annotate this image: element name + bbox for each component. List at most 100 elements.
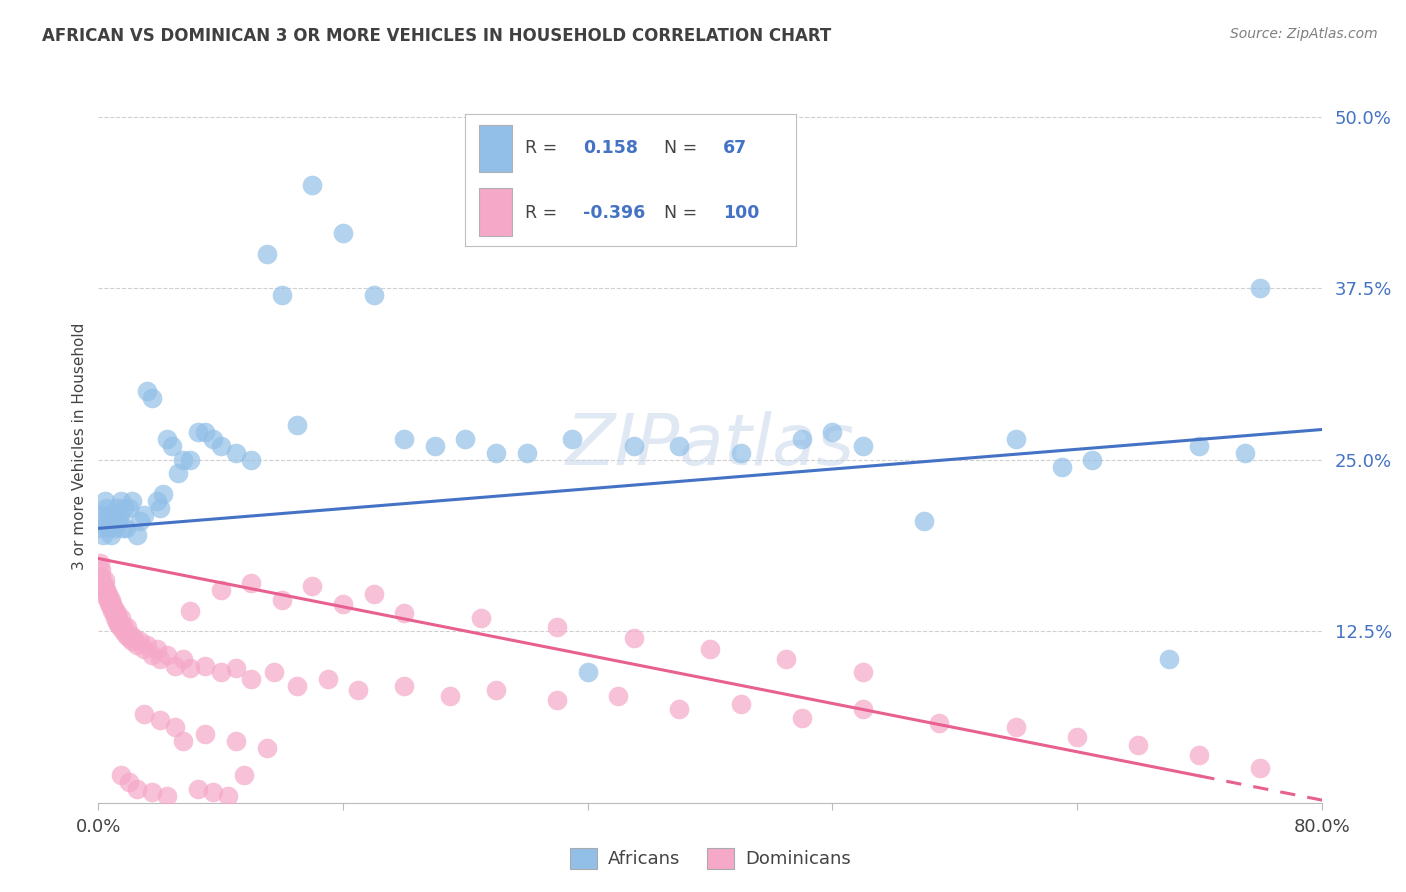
Point [1066, 730, 1088, 744]
Point [121, 494, 143, 508]
Point [668, 439, 690, 453]
Point [136, 384, 159, 398]
Legend: Africans, Dominicans: Africans, Dominicans [562, 840, 858, 876]
Point [90, 562, 112, 576]
Point [256, 247, 278, 261]
Point [1249, 762, 1271, 776]
Point [163, 720, 186, 734]
Point [392, 432, 416, 446]
Point [141, 785, 163, 799]
Point [111, 521, 134, 535]
Text: AFRICAN VS DOMINICAN 3 OR MORE VEHICLES IN HOUSEHOLD CORRELATION CHART: AFRICAN VS DOMINICAN 3 OR MORE VEHICLES … [42, 27, 831, 45]
Point [1050, 459, 1073, 474]
Point [163, 658, 186, 673]
Point [103, 607, 125, 621]
Point [115, 628, 138, 642]
Point [172, 651, 194, 665]
Point [576, 665, 599, 680]
Point [90, 569, 112, 583]
Point [790, 711, 813, 725]
Point [115, 521, 138, 535]
Point [134, 642, 156, 657]
Point [90, 508, 112, 522]
Point [179, 452, 201, 467]
Point [111, 624, 134, 639]
Point [187, 425, 209, 440]
Point [546, 693, 568, 707]
Point [607, 689, 630, 703]
Point [285, 679, 308, 693]
Point [470, 610, 492, 624]
Point [439, 689, 461, 703]
Point [149, 714, 172, 728]
Point [105, 500, 128, 515]
Point [1157, 651, 1180, 665]
Point [202, 785, 225, 799]
Point [1249, 281, 1271, 295]
Point [623, 631, 645, 645]
Point [202, 432, 225, 446]
Point [1128, 738, 1150, 752]
Point [118, 631, 141, 645]
Point [107, 515, 129, 529]
Point [110, 768, 132, 782]
Point [423, 439, 446, 453]
Point [485, 446, 508, 460]
Point [194, 425, 217, 440]
Point [1004, 720, 1026, 734]
Point [100, 528, 122, 542]
Point [110, 610, 132, 624]
Point [485, 683, 508, 698]
Point [118, 775, 141, 789]
Point [89, 556, 111, 570]
Point [93, 574, 115, 588]
Point [561, 432, 583, 446]
Point [775, 651, 797, 665]
Point [104, 521, 127, 535]
Point [270, 592, 292, 607]
Point [209, 665, 232, 680]
Point [94, 590, 117, 604]
Point [172, 452, 194, 467]
Point [89, 521, 111, 535]
Point [263, 665, 285, 680]
Point [91, 576, 114, 591]
Point [112, 620, 135, 634]
Point [152, 487, 174, 501]
Point [120, 628, 142, 642]
Point [301, 579, 323, 593]
Point [1188, 439, 1211, 453]
Point [110, 617, 132, 632]
Point [105, 607, 128, 621]
Point [101, 604, 124, 618]
Point [209, 583, 232, 598]
Point [122, 631, 145, 645]
Point [1188, 747, 1211, 762]
Point [316, 673, 339, 687]
Point [103, 601, 125, 615]
Point [332, 227, 354, 241]
Point [108, 508, 131, 522]
Point [912, 515, 935, 529]
Point [225, 734, 247, 748]
Point [117, 620, 139, 634]
Point [623, 439, 645, 453]
Point [454, 432, 477, 446]
Point [156, 789, 179, 803]
Point [98, 508, 121, 522]
Point [232, 768, 254, 782]
Point [112, 500, 135, 515]
Point [172, 734, 194, 748]
Point [730, 446, 752, 460]
Point [93, 579, 115, 593]
Point [98, 590, 121, 604]
Point [852, 665, 875, 680]
Point [118, 500, 141, 515]
Point [301, 178, 323, 193]
Point [149, 500, 172, 515]
Point [93, 515, 115, 529]
Point [699, 642, 721, 657]
Point [101, 597, 124, 611]
Point [108, 620, 131, 634]
Point [363, 288, 385, 302]
